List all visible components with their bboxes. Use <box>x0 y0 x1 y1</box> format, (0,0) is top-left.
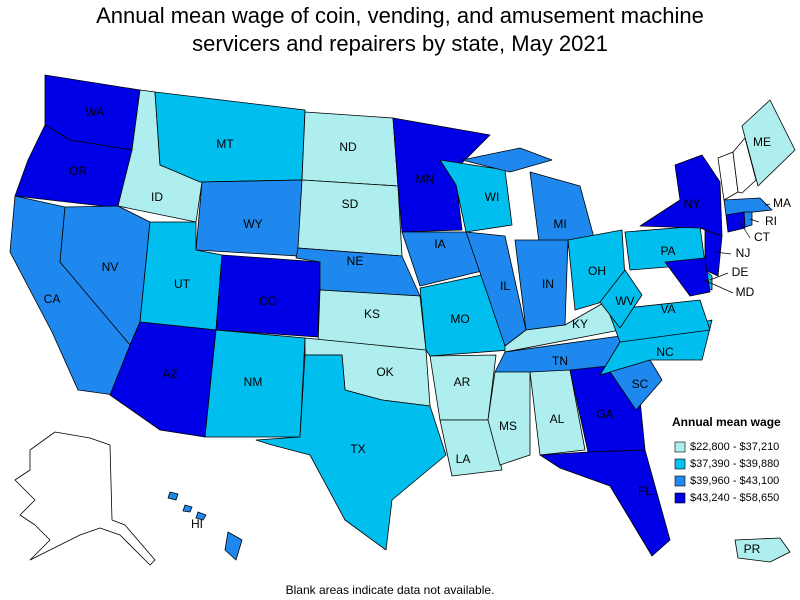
state-label: OH <box>588 264 606 278</box>
state-label: SD <box>342 197 359 211</box>
state <box>487 371 531 466</box>
blank-state <box>732 137 757 194</box>
state-label: IL <box>500 279 510 293</box>
state <box>255 354 447 551</box>
leader-line <box>703 279 734 294</box>
legend-swatch <box>674 475 686 487</box>
state-label: TX <box>350 442 365 456</box>
state-label: MN <box>416 172 435 186</box>
state-label: ND <box>339 140 357 154</box>
state <box>297 179 403 257</box>
leader-line <box>764 203 771 206</box>
state-label: CO <box>259 294 277 308</box>
state <box>639 154 723 237</box>
state-label: KS <box>364 307 380 321</box>
state <box>539 449 671 557</box>
state <box>743 211 753 228</box>
leader-line <box>709 272 729 281</box>
state <box>607 299 711 343</box>
leader-line <box>739 221 751 239</box>
state-label: AL <box>550 412 565 426</box>
legend-swatch <box>674 492 686 504</box>
state-label: NY <box>684 197 701 211</box>
title-line: Annual mean wage of coin, vending, and a… <box>96 3 704 28</box>
state <box>529 369 586 456</box>
state-label: WA <box>86 105 105 119</box>
state <box>167 491 179 501</box>
state <box>182 504 193 513</box>
state-label: NV <box>102 260 119 274</box>
state-label: LA <box>456 452 471 466</box>
state-label: NC <box>656 345 674 359</box>
state-label: KY <box>572 317 588 331</box>
title-line: servicers and repairers by state, May 20… <box>192 31 608 56</box>
state-label: ME <box>753 135 771 149</box>
state <box>224 531 243 561</box>
legend-label: $22,800 - $37,210 <box>690 441 779 453</box>
leader-line <box>749 218 760 223</box>
state <box>664 257 711 297</box>
state <box>704 229 723 277</box>
legend-title: Annual mean wage <box>672 415 781 429</box>
state-label: WY <box>243 217 262 231</box>
footnote: Blank areas indicate data not available. <box>286 583 495 597</box>
state-label: DE <box>732 265 749 279</box>
state-label: OK <box>376 365 393 379</box>
state-label: MT <box>216 137 234 151</box>
state-label: AZ <box>162 367 177 381</box>
legend-swatch <box>674 458 686 470</box>
state-label: WI <box>485 190 500 204</box>
leader-line <box>714 251 732 255</box>
state-label: CT <box>754 230 771 244</box>
state-label: MS <box>499 419 517 433</box>
state-label: WV <box>615 294 634 308</box>
state-label: NM <box>244 375 263 389</box>
state-label: ID <box>151 190 163 204</box>
state <box>439 419 503 477</box>
state-label: UT <box>174 277 191 291</box>
state <box>725 211 746 233</box>
states <box>9 74 796 563</box>
state-label: PA <box>660 244 675 258</box>
state-label: GA <box>596 407 613 421</box>
state <box>461 147 553 173</box>
state-label: IA <box>434 237 445 251</box>
state-label: MI <box>553 217 566 231</box>
legend-label: $39,960 - $43,100 <box>690 475 779 487</box>
state <box>392 117 491 233</box>
state <box>723 197 773 216</box>
state-label: TN <box>552 354 568 368</box>
legend-label: $37,390 - $39,880 <box>690 458 779 470</box>
state-label: HI <box>191 517 203 531</box>
state-label: SC <box>632 377 649 391</box>
state-label: PR <box>744 542 761 556</box>
state-label: FL <box>638 484 652 498</box>
state-label: OR <box>69 164 87 178</box>
blank-state <box>14 431 156 566</box>
state-label: MO <box>450 312 469 326</box>
state-label: NE <box>347 254 364 268</box>
state-label: IN <box>542 277 554 291</box>
state-label: MD <box>736 285 755 299</box>
state-label: MA <box>773 196 791 210</box>
legend-swatch <box>674 441 686 453</box>
legend-label: $43,240 - $58,650 <box>690 492 779 504</box>
state <box>599 269 643 329</box>
state-label: AR <box>454 375 471 389</box>
state <box>734 537 791 563</box>
state <box>195 511 207 521</box>
state <box>741 99 796 187</box>
state-label: VA <box>660 302 675 316</box>
state-label: RI <box>765 214 777 228</box>
state-label: NJ <box>736 246 751 260</box>
state-label: CA <box>44 292 61 306</box>
